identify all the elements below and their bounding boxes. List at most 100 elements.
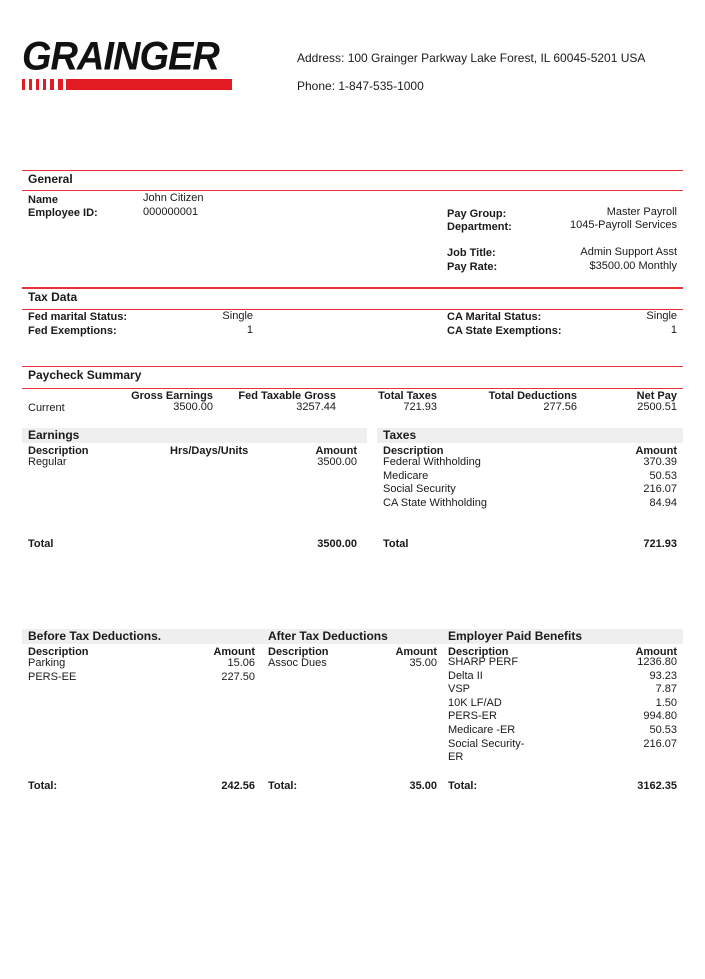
summary-col-label: Gross Earnings <box>131 390 213 402</box>
earnings-total: 3500.00 <box>317 538 357 550</box>
name-label: Name <box>28 194 58 206</box>
fed-exemptions: 1 <box>246 324 253 336</box>
before-tax-col-description: Description <box>28 646 89 658</box>
before-tax-row-description: Parking <box>28 657 66 669</box>
ca-marital-label: CA Marital Status: <box>447 311 542 323</box>
taxes-row-amount: 216.07 <box>643 483 677 495</box>
earnings-row-description: Regular <box>28 456 67 468</box>
section-title-summary: Paycheck Summary <box>28 368 142 382</box>
section-title-earnings: Earnings <box>28 428 80 442</box>
divider <box>22 287 683 289</box>
fed-marital: Single <box>222 310 253 322</box>
summary-col-value: 3500.00 <box>173 401 213 413</box>
taxes-col-description: Description <box>383 445 444 457</box>
employer-row-amount: 1.50 <box>655 696 677 709</box>
employer-row-description: SHARP PERF <box>448 656 519 668</box>
section-title-taxes: Taxes <box>383 428 417 442</box>
after-tax-row-description: Assoc Dues <box>268 657 327 669</box>
earnings-total-label: Total <box>28 538 54 550</box>
employer-total-label: Total: <box>448 780 478 792</box>
taxes-row-description: CA State Withholding <box>383 496 487 509</box>
earnings-row-amount: 3500.00 <box>317 456 357 468</box>
summary-col-value: 2500.51 <box>637 401 677 413</box>
pay-group: Master Payroll <box>606 206 677 218</box>
summary-col-value: 3257.44 <box>296 401 336 413</box>
employer-row-amount: 994.80 <box>643 710 677 723</box>
company-phone: Phone: 1-847-535-1000 <box>297 79 424 93</box>
earnings-col-amount: Amount <box>315 445 357 457</box>
after-tax-total-label: Total: <box>268 780 298 792</box>
after-tax-row-amount: 35.00 <box>409 657 437 669</box>
taxes-row-description: Social Security <box>383 483 456 495</box>
taxes-row-amount: 370.39 <box>643 456 677 468</box>
employer-row-amount: 7.87 <box>655 683 677 696</box>
before-tax-total: 242.56 <box>221 780 255 792</box>
pay-rate-label: Pay Rate: <box>447 261 498 273</box>
before-tax-total-label: Total: <box>28 780 58 792</box>
divider <box>22 170 683 171</box>
employer-row-description: Medicare -ER <box>448 724 516 736</box>
department: 1045-Payroll Services <box>570 219 677 231</box>
summary-col-value: 277.56 <box>543 401 577 413</box>
before-tax-row-amount: 15.06 <box>227 657 255 669</box>
deductions-header-bar <box>22 629 683 644</box>
section-title-before-tax: Before Tax Deductions. <box>28 629 162 643</box>
divider <box>22 366 683 367</box>
section-title-employer-benefits: Employer Paid Benefits <box>448 629 583 643</box>
taxes-row-description: Medicare <box>383 469 429 482</box>
divider <box>22 388 683 389</box>
after-tax-col-description: Description <box>268 646 329 658</box>
after-tax-col-amount: Amount <box>395 646 437 658</box>
pay-rate: $3500.00 Monthly <box>589 260 677 272</box>
earnings-header-bar <box>22 428 367 443</box>
employee-id-label: Employee ID: <box>28 207 98 219</box>
section-title-general: General <box>28 172 73 186</box>
ca-exemptions-label: CA State Exemptions: <box>447 325 562 337</box>
employee-name: John Citizen <box>143 192 204 204</box>
divider <box>22 190 683 191</box>
earnings-col-units: Hrs/Days/Units <box>170 445 249 457</box>
employer-col-description: Description <box>448 646 509 658</box>
employee-id: 000000001 <box>143 206 199 218</box>
taxes-row-amount: 50.53 <box>649 469 677 482</box>
employer-col-amount: Amount <box>635 646 677 658</box>
pay-group-label: Pay Group: <box>447 208 507 220</box>
department-label: Department: <box>447 221 512 233</box>
employer-total: 3162.35 <box>637 780 677 792</box>
fed-marital-label: Fed marital Status: <box>28 311 128 323</box>
summary-col-label: Net Pay <box>636 390 677 402</box>
before-tax-row-description: PERS-EE <box>28 671 77 683</box>
before-tax-col-amount: Amount <box>213 646 255 658</box>
ca-marital: Single <box>646 310 677 322</box>
ca-exemptions: 1 <box>670 324 677 336</box>
grainger-logo: GRAINGER <box>22 34 220 80</box>
summary-col-label: Total Deductions <box>488 390 577 402</box>
earnings-col-description: Description <box>28 445 89 457</box>
taxes-col-amount: Amount <box>635 445 677 457</box>
after-tax-total: 35.00 <box>409 780 437 792</box>
employer-row-amount: 93.23 <box>649 669 677 682</box>
summary-col-label: Total Taxes <box>378 390 437 402</box>
employer-row-amount: 50.53 <box>649 724 677 736</box>
job-title-label: Job Title: <box>447 247 496 259</box>
summary-row-label: Current <box>28 402 65 414</box>
employer-row-amount: 216.07 <box>643 737 677 750</box>
taxes-header-bar <box>377 428 683 443</box>
taxes-total-label: Total <box>383 538 409 550</box>
taxes-total: 721.93 <box>643 538 677 550</box>
fed-exemptions-label: Fed Exemptions: <box>28 325 117 337</box>
employer-row-description: Social Security- <box>448 737 525 750</box>
taxes-row-amount: 84.94 <box>649 496 677 509</box>
taxes-row-description: Federal Withholding <box>383 456 481 468</box>
employer-row-description: Delta II <box>448 669 483 682</box>
employer-row-description: ER <box>448 751 464 764</box>
before-tax-row-amount: 227.50 <box>221 671 255 683</box>
summary-col-value: 721.93 <box>403 401 437 413</box>
section-title-tax-data: Tax Data <box>28 290 78 304</box>
employer-row-amount: 1236.80 <box>637 656 677 668</box>
section-title-after-tax: After Tax Deductions <box>268 629 388 643</box>
job-title: Admin Support Asst <box>580 246 677 258</box>
employer-row-description: 10K LF/AD <box>448 696 502 709</box>
employer-row-description: VSP <box>448 683 471 696</box>
